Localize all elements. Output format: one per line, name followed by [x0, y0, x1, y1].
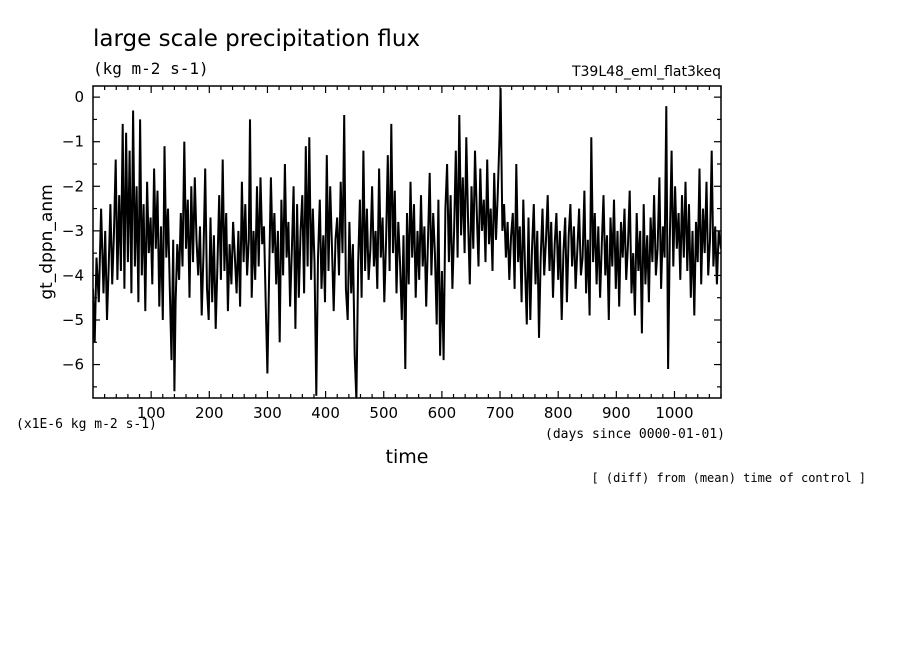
series-line: [93, 88, 721, 398]
y-axis-label: gt_dppn_anm: [37, 184, 57, 299]
y-tick-label: −5: [62, 311, 84, 329]
x-tick-label: 100: [137, 404, 166, 422]
x-tick-labels: 100 200 300 400 500 600 700 800 900 1000: [137, 404, 694, 422]
axis-ticks: [93, 86, 722, 398]
y-tick-label: −3: [62, 222, 84, 240]
series-group: [93, 88, 721, 398]
x-axis-units: (days since 0000-01-01): [545, 427, 725, 442]
x-tick-label: 400: [311, 404, 340, 422]
chart-units-subtitle: (kg m-2 s-1): [93, 59, 209, 78]
run-label: T39L48_eml_flat3keq: [571, 64, 721, 80]
y-tick-label: −4: [62, 266, 84, 284]
y-tick-label: −1: [62, 133, 84, 151]
y-tick-label: −6: [62, 356, 84, 374]
x-tick-label: 900: [602, 404, 631, 422]
footnote: [ (diff) from (mean) time of control ]: [591, 471, 866, 485]
y-tick-label: −2: [62, 177, 84, 195]
x-axis-label: time: [386, 446, 429, 468]
x-tick-label: 700: [486, 404, 515, 422]
chart-title: large scale precipitation flux: [93, 26, 420, 52]
y-tick-labels: 0 −1 −2 −3 −4 −5 −6: [62, 88, 84, 373]
y-tick-label: 0: [74, 88, 84, 106]
x-tick-label: 500: [369, 404, 398, 422]
y-axis-units: (x1E-6 kg m-2 s-1): [16, 417, 157, 432]
x-tick-label: 600: [428, 404, 457, 422]
x-tick-label: 300: [253, 404, 282, 422]
x-tick-label: 800: [544, 404, 573, 422]
x-tick-label: 1000: [655, 404, 693, 422]
x-tick-label: 200: [195, 404, 224, 422]
